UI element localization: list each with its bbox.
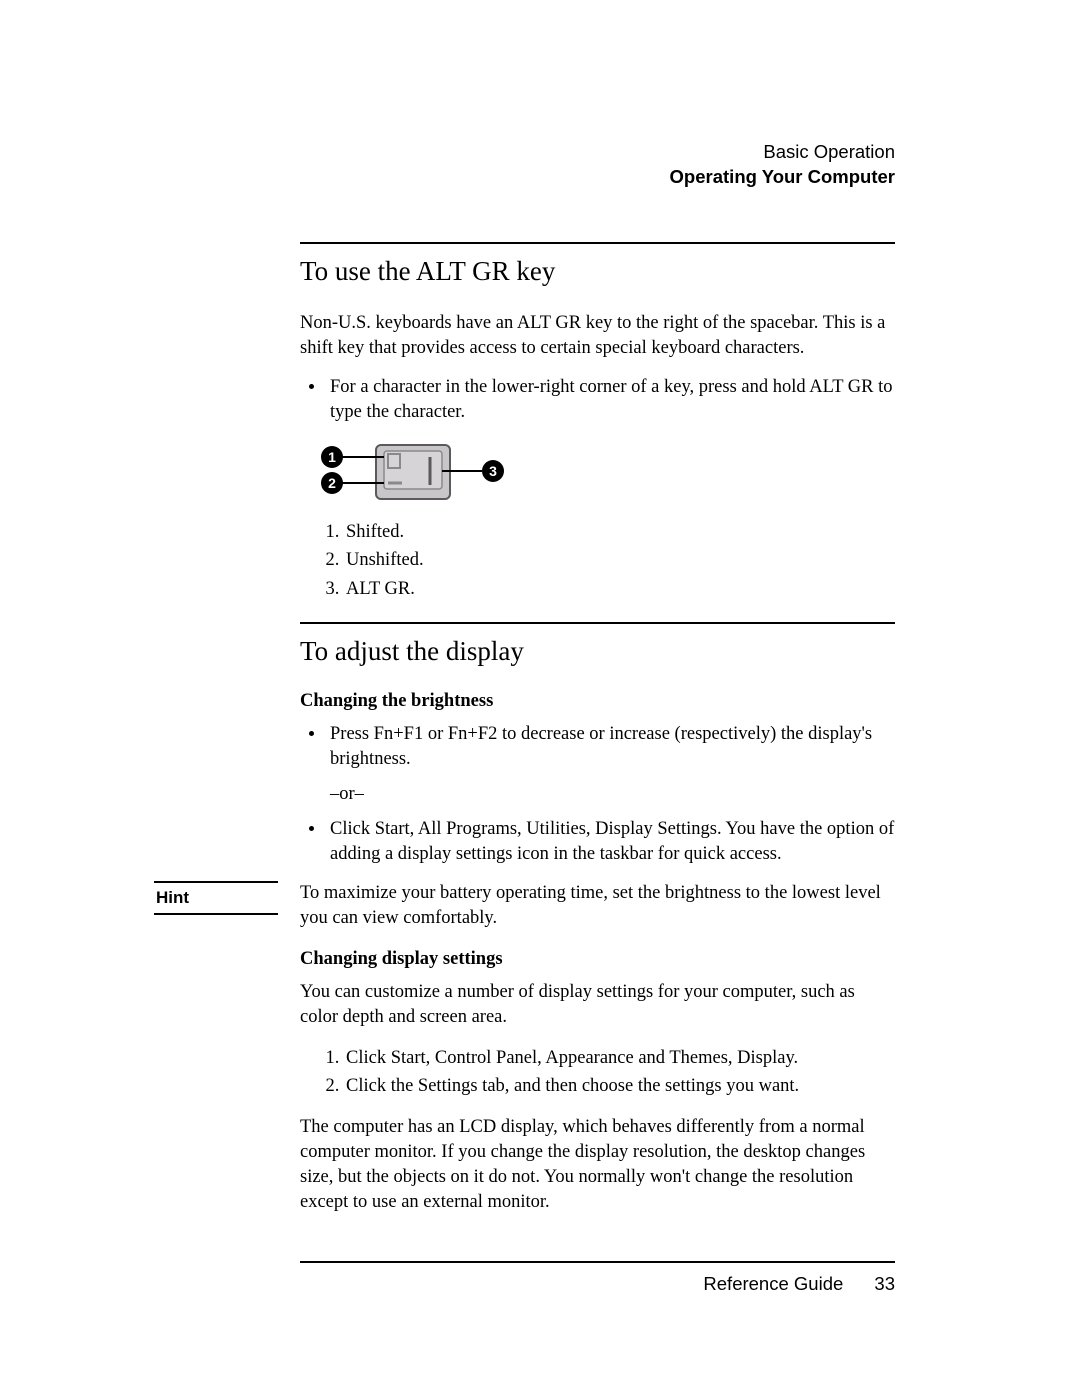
divider: [300, 242, 895, 244]
section-title-display: To adjust the display: [300, 636, 895, 667]
hint-text: To maximize your battery operating time,…: [300, 881, 895, 931]
intro-paragraph: Non-U.S. keyboards have an ALT GR key to…: [300, 311, 895, 361]
svg-text:2: 2: [328, 475, 336, 491]
header-section: Operating Your Computer: [180, 165, 895, 190]
section-title-altgr: To use the ALT GR key: [300, 256, 895, 287]
page: Basic Operation Operating Your Computer …: [0, 0, 1080, 1397]
bullet-text: Press Fn+F1 or Fn+F2 to decrease or incr…: [330, 724, 872, 769]
altgr-key-figure: 1 2 3: [318, 439, 895, 510]
content-column: To adjust the display Changing the brigh…: [300, 636, 895, 1215]
hint-block: Hint To maximize your battery operating …: [300, 881, 895, 931]
content-column: To use the ALT GR key Non-U.S. keyboards…: [300, 256, 895, 604]
or-separator: –or–: [330, 782, 895, 807]
svg-text:3: 3: [489, 463, 497, 479]
key-diagram-icon: 1 2 3: [318, 439, 518, 505]
list-item: Click Start, Control Panel, Appearance a…: [344, 1044, 895, 1073]
body-paragraph: You can customize a number of display se…: [300, 980, 895, 1030]
subheading-display-settings: Changing display settings: [300, 949, 895, 970]
list-item: ALT GR.: [344, 575, 895, 604]
hint-label: Hint: [154, 881, 278, 915]
list-item: For a character in the lower-right corne…: [326, 375, 895, 425]
running-header: Basic Operation Operating Your Computer: [180, 140, 895, 190]
svg-text:1: 1: [328, 449, 336, 465]
divider: [300, 622, 895, 624]
divider: [300, 1261, 895, 1263]
subheading-brightness: Changing the brightness: [300, 691, 895, 712]
body-paragraph: The computer has an LCD display, which b…: [300, 1115, 895, 1215]
page-footer: Reference Guide 33: [703, 1273, 895, 1295]
legend-list: Shifted. Unshifted. ALT GR.: [300, 518, 895, 604]
list-item: Click the Settings tab, and then choose …: [344, 1072, 895, 1101]
bullet-list: Press Fn+F1 or Fn+F2 to decrease or incr…: [300, 722, 895, 867]
steps-list: Click Start, Control Panel, Appearance a…: [300, 1044, 895, 1101]
list-item: Unshifted.: [344, 546, 895, 575]
page-number: 33: [874, 1273, 895, 1295]
list-item: Press Fn+F1 or Fn+F2 to decrease or incr…: [326, 722, 895, 807]
bullet-list: For a character in the lower-right corne…: [300, 375, 895, 425]
footer-guide: Reference Guide: [703, 1273, 843, 1294]
list-item: Click Start, All Programs, Utilities, Di…: [326, 817, 895, 867]
list-item: Shifted.: [344, 518, 895, 547]
header-chapter: Basic Operation: [180, 140, 895, 165]
